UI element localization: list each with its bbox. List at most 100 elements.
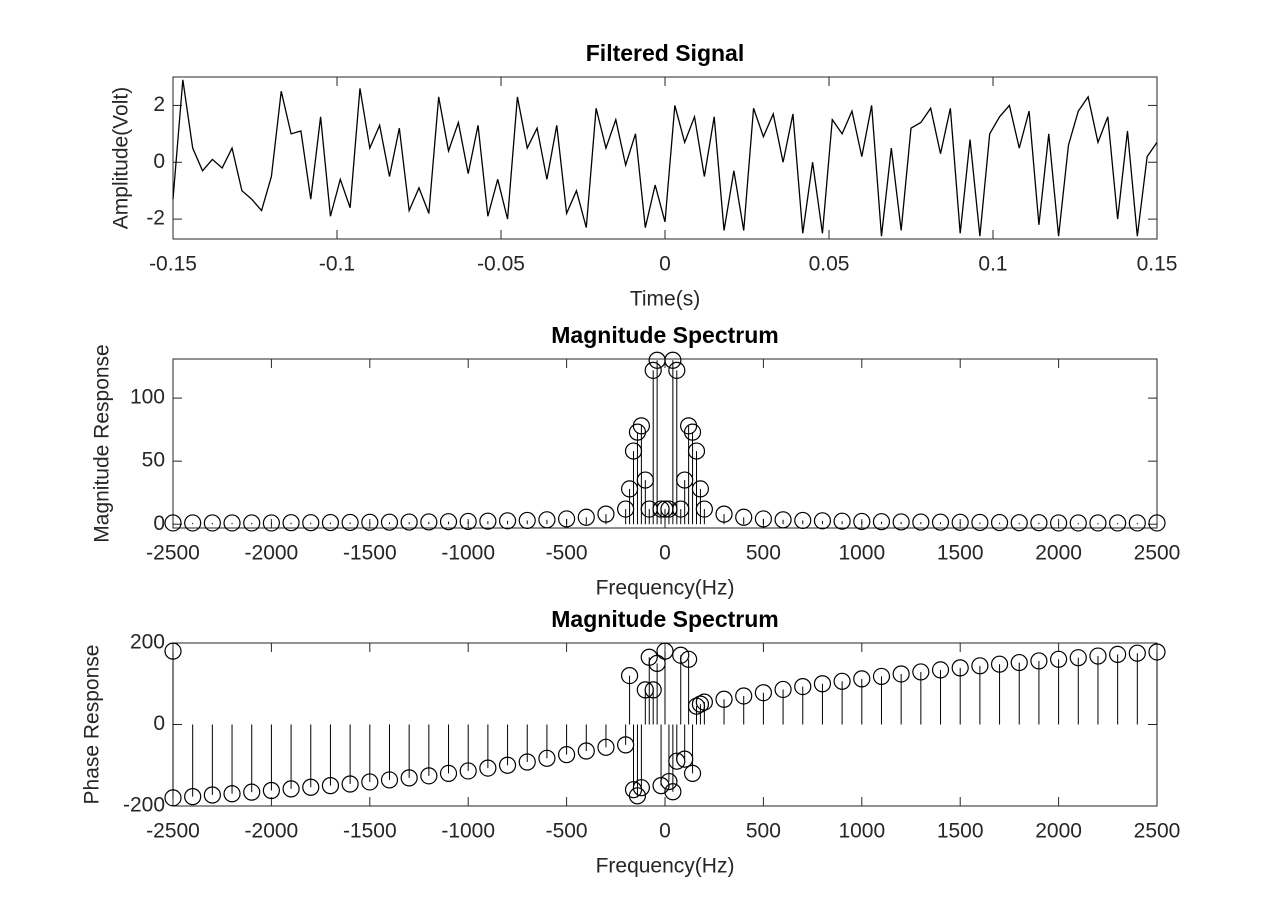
stem-marker [668, 752, 686, 770]
stem-marker [683, 423, 702, 441]
y-axis-label: Amplitude(Volt) [110, 87, 133, 229]
stem-marker [498, 756, 517, 774]
stem-marker [735, 687, 753, 705]
stem-marker [243, 514, 261, 532]
stem-marker [1089, 647, 1107, 665]
stem-marker [518, 511, 536, 530]
stem-marker [1148, 514, 1166, 532]
stem-marker [1128, 644, 1146, 662]
stem-marker [1089, 514, 1107, 532]
stem-marker [794, 678, 812, 696]
x-tick-label: 1500 [937, 820, 984, 843]
stem-marker [302, 514, 320, 532]
stem-marker [282, 780, 300, 798]
stem-marker [672, 646, 690, 664]
stem-marker [912, 513, 930, 531]
stem-marker [735, 508, 753, 526]
stem-marker [577, 742, 595, 760]
stem-marker [302, 778, 320, 796]
subplot: Filtered Signal Time(s) Amplitude(Volt) -0.… [110, 40, 1178, 310]
y-tick-label: -2 [146, 207, 165, 230]
stem-marker [794, 511, 812, 530]
stem-marker [754, 684, 773, 702]
y-axis-label: Phase Response [81, 645, 104, 805]
stem-marker [361, 513, 379, 531]
stem-marker [892, 665, 910, 683]
stem-marker [1049, 514, 1068, 532]
subplot: Magnitude Spectrum Frequency(Hz) Phase Res… [81, 606, 1181, 877]
stem-marker [990, 513, 1009, 532]
y-tick-label: 2 [153, 93, 165, 116]
stem-marker [439, 513, 458, 531]
stem-marker [420, 767, 438, 785]
stem-marker [912, 663, 930, 681]
x-tick-label: -500 [546, 542, 588, 565]
y-tick-label: 0 [153, 150, 165, 173]
stem-marker [164, 789, 182, 807]
x-tick-label: 2000 [1035, 542, 1082, 565]
stem-marker [557, 746, 576, 764]
x-tick-label: 0.15 [1137, 253, 1178, 276]
stem-marker [644, 681, 662, 699]
stem-marker [459, 762, 477, 780]
stem-marker [833, 672, 851, 690]
stem-marker [951, 513, 969, 531]
stem-marker [620, 666, 639, 685]
stem-marker [853, 670, 871, 688]
stem-marker [262, 781, 280, 800]
stem-marker [400, 513, 418, 531]
stem-marker [597, 738, 615, 756]
stem-marker [184, 788, 202, 806]
stem-marker [203, 786, 221, 804]
x-tick-label: 0 [659, 820, 671, 843]
x-axis-label: Frequency(Hz) [596, 577, 735, 600]
stem-marker [971, 657, 989, 675]
x-tick-label: -1000 [441, 542, 495, 565]
x-tick-label: 2500 [1134, 542, 1181, 565]
x-tick-label: 0 [659, 253, 671, 276]
stem-marker [577, 508, 595, 526]
stem-marker [872, 513, 891, 531]
x-tick-label: -500 [546, 820, 588, 843]
stem-marker [380, 771, 399, 789]
stem-marker [628, 787, 647, 805]
stem-marker [479, 759, 497, 777]
subplot: Magnitude Spectrum Frequency(Hz) Magnitude… [91, 322, 1181, 599]
x-tick-label: 0.05 [809, 253, 850, 276]
stem-marker [632, 779, 650, 797]
stem-marker [774, 680, 792, 699]
stem-marker [1030, 652, 1048, 670]
x-tick-label: 1500 [937, 542, 984, 565]
stem-marker [1030, 514, 1048, 532]
stem-marker [1010, 514, 1028, 532]
stem-marker [833, 512, 851, 530]
y-axis-label: Magnitude Response [91, 344, 114, 542]
x-tick-label: -2000 [245, 820, 299, 843]
stem-marker [695, 500, 713, 518]
x-tick-label: -2500 [146, 820, 200, 843]
y-tick-label: 200 [130, 631, 165, 654]
stem-marker [223, 514, 241, 532]
stem-marker [498, 512, 517, 530]
stem-marker [1010, 653, 1028, 672]
x-tick-label: 2500 [1134, 820, 1181, 843]
stem-marker [656, 642, 674, 660]
stem-marker [1148, 643, 1166, 661]
stem-marker [813, 675, 832, 693]
stem-marker [282, 514, 300, 532]
stem-marker [203, 514, 221, 532]
stem-marker [664, 351, 682, 369]
x-tick-label: -0.1 [319, 253, 355, 276]
stem-marker [774, 511, 792, 529]
stem-marker [341, 513, 359, 532]
y-tick-label: 0 [153, 512, 165, 535]
stem-marker [518, 753, 536, 771]
stem-marker [164, 514, 182, 532]
stem-marker [668, 361, 686, 379]
stem-marker [479, 512, 497, 530]
x-tick-label: 500 [746, 820, 781, 843]
stem-marker [715, 505, 733, 523]
stem-marker [664, 783, 682, 801]
